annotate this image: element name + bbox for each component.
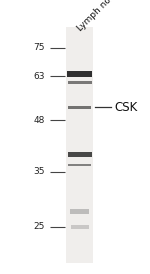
Text: 25: 25: [34, 222, 45, 231]
Text: 75: 75: [33, 43, 45, 52]
Bar: [70, 225, 88, 229]
Text: CSK: CSK: [114, 101, 137, 114]
Bar: [68, 81, 92, 84]
Text: Lymph node: Lymph node: [75, 0, 121, 33]
Bar: [68, 152, 92, 157]
Text: 35: 35: [33, 167, 45, 176]
Bar: [66, 27, 93, 263]
Text: 63: 63: [33, 72, 45, 81]
Bar: [70, 209, 89, 214]
Bar: [67, 71, 92, 77]
Bar: [68, 164, 91, 166]
Text: 48: 48: [34, 116, 45, 125]
Bar: [68, 105, 91, 109]
